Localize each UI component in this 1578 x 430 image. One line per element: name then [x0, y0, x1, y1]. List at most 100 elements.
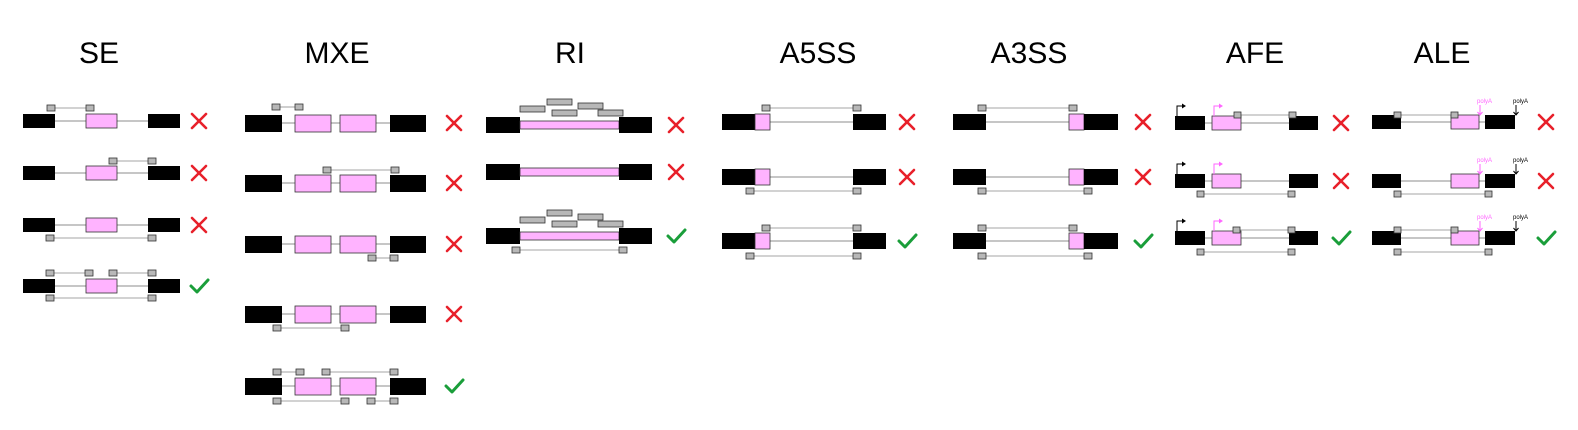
constitutive-exon [1289, 174, 1318, 188]
alternative-exon [294, 377, 332, 396]
accepted-check-icon [897, 233, 918, 249]
alternative-exon [1068, 113, 1085, 131]
constitutive-exon [390, 236, 426, 253]
constitutive-exon [245, 306, 282, 323]
event-row [722, 168, 886, 195]
rejected-cross-icon [1332, 114, 1350, 132]
constitutive-exon [1175, 231, 1205, 245]
panel-title-afe: AFE [1226, 37, 1284, 70]
read [1232, 226, 1241, 234]
tss-arrow-icon [1176, 220, 1183, 231]
read [977, 104, 987, 112]
constitutive-exon [486, 164, 520, 180]
read [108, 157, 118, 165]
alternative-exon [1211, 173, 1242, 189]
read [761, 104, 771, 112]
constitutive-exon [722, 233, 755, 249]
event-row [1175, 161, 1318, 198]
read [46, 104, 56, 112]
alternative-exon [754, 232, 771, 250]
read [45, 234, 55, 242]
event-row [245, 103, 426, 133]
read [45, 269, 55, 277]
polya-label: polyA [1513, 158, 1528, 164]
read [519, 105, 546, 113]
read [1484, 248, 1493, 256]
alternative-exon [85, 217, 118, 233]
read [852, 252, 862, 260]
panel-title-ale: ALE [1414, 37, 1471, 70]
read [1196, 190, 1205, 198]
alternative-exon [294, 114, 332, 133]
read [389, 368, 399, 376]
read [1287, 190, 1296, 198]
read [340, 397, 350, 405]
read [389, 254, 399, 262]
event-row: polyA polyA [1372, 215, 1528, 256]
accepted-check-icon [1331, 230, 1352, 246]
constitutive-exon [853, 114, 886, 130]
constitutive-exon [390, 115, 426, 132]
read [271, 103, 281, 111]
constitutive-exon [853, 233, 886, 249]
rejected-cross-icon [1332, 172, 1350, 190]
read [294, 103, 304, 111]
read [1450, 226, 1459, 234]
read [1287, 226, 1296, 234]
rejected-cross-icon [445, 174, 463, 192]
read [390, 166, 400, 174]
constitutive-exon [148, 218, 180, 232]
read [546, 209, 573, 217]
read [577, 213, 604, 221]
tss-arrow-icon [1213, 220, 1220, 231]
constitutive-exon [1372, 174, 1401, 188]
read [108, 269, 118, 277]
panel-title-ri: RI [555, 37, 585, 70]
read [45, 294, 55, 302]
read [852, 104, 862, 112]
read [1393, 190, 1402, 198]
constitutive-exon [23, 279, 55, 293]
rejected-cross-icon [190, 216, 208, 234]
constitutive-exon [1485, 231, 1515, 245]
read [1068, 224, 1078, 232]
constitutive-exon [1289, 116, 1318, 130]
constitutive-exon [148, 114, 180, 128]
constitutive-exon [23, 166, 55, 180]
accepted-check-icon [444, 378, 465, 394]
constitutive-exon [722, 169, 755, 185]
rejected-cross-icon [190, 164, 208, 182]
constitutive-exon [148, 279, 180, 293]
polya-label: polyA [1477, 158, 1492, 164]
constitutive-exon [23, 218, 55, 232]
alternative-exon [519, 120, 620, 130]
constitutive-exon [1175, 116, 1205, 130]
rejected-cross-icon [445, 305, 463, 323]
read [1233, 111, 1242, 119]
alternative-exon [339, 305, 377, 324]
event-row [245, 166, 426, 193]
constitutive-exon [619, 228, 652, 244]
read [1393, 111, 1402, 119]
constitutive-exon [953, 233, 986, 249]
constitutive-exon [853, 169, 886, 185]
rejected-cross-icon [1537, 113, 1555, 131]
constitutive-exon [23, 114, 55, 128]
read [272, 397, 282, 405]
read [745, 187, 755, 195]
read [577, 102, 604, 110]
rejected-cross-icon [445, 235, 463, 253]
read [367, 254, 377, 262]
read [1288, 111, 1297, 119]
constitutive-exon [1289, 231, 1318, 245]
accepted-check-icon [1536, 230, 1557, 246]
read [340, 324, 350, 332]
read [1083, 252, 1093, 260]
event-row [722, 104, 886, 131]
read [551, 109, 578, 117]
read [147, 269, 157, 277]
read [147, 294, 157, 302]
read [1450, 111, 1459, 119]
read [546, 98, 573, 106]
